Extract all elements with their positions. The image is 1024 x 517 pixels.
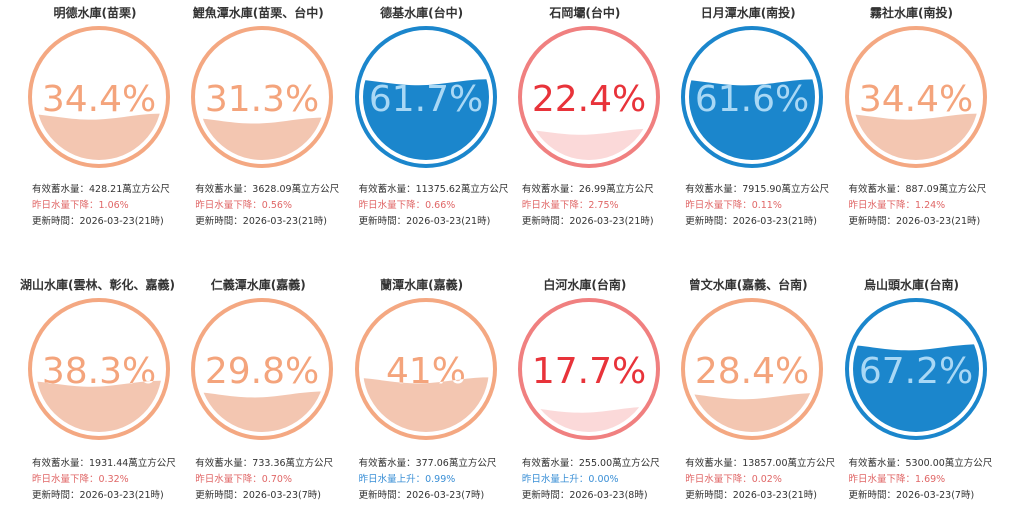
reservoir-info: 有效蓄水量：887.09萬立方公尺 昨日水量下降：1.24% 更新時間：2026-0…: [849, 182, 999, 230]
update-time: 更新時間：2026-03-23(21時): [685, 490, 817, 501]
reservoir-name: 白河水庫(台南): [543, 278, 627, 292]
percent-label: 28.4%: [695, 351, 809, 392]
update-time: 更新時間：2026-03-23(21時): [32, 216, 164, 227]
percent-label: 17.7%: [532, 351, 646, 392]
storage-volume: 有效蓄水量：428.21萬立方公尺: [32, 184, 170, 195]
reservoir-name: 仁義潭水庫(嘉義): [210, 278, 306, 292]
storage-volume: 有效蓄水量：7915.90萬立方公尺: [685, 184, 829, 195]
update-time: 更新時間：2026-03-23(7時): [358, 490, 485, 501]
percent-label: 34.4%: [42, 79, 156, 120]
reservoir-name: 蘭潭水庫(嘉義): [380, 278, 464, 292]
storage-volume: 有效蓄水量：11375.62萬立方公尺: [358, 184, 509, 195]
water-level-gauge: 34.4%34.4%: [844, 26, 987, 168]
storage-volume: 有效蓄水量：377.06萬立方公尺: [358, 458, 497, 469]
reservoir-name: 烏山頭水庫(台南): [864, 278, 959, 292]
storage-volume: 有效蓄水量：3628.09萬立方公尺: [195, 184, 340, 195]
reservoir-name: 明德水庫(苗栗): [53, 6, 137, 20]
reservoir-grid: 明德水庫(苗栗)34.4%34.4%有效蓄水量：428.21萬立方公尺昨日水量下…: [20, 0, 1000, 517]
update-time: 更新時間：2026-03-23(21時): [848, 216, 981, 227]
storage-volume: 有效蓄水量：887.09萬立方公尺: [848, 184, 987, 195]
water-level-gauge: 34.4%34.4%: [28, 26, 170, 168]
reservoir-name: 湖山水庫(雲林、彰化、嘉義): [20, 278, 175, 292]
reservoir-name: 日月潭水庫(南投): [700, 6, 796, 20]
reservoir-info: 有效蓄水量：5300.00萬立方公尺 昨日水量下降：1.69% 更新時間：2026-…: [849, 456, 999, 504]
daily-change: 昨日水量下降：0.70%: [195, 474, 292, 485]
daily-change: 昨日水量下降：1.69%: [848, 474, 946, 485]
reservoir-info: 有效蓄水量：733.36萬立方公尺 昨日水量下降：0.70% 更新時間：2026-0…: [195, 456, 345, 504]
percent-label: 22.4%: [532, 79, 646, 120]
update-time: 更新時間：2026-03-23(8時): [521, 490, 648, 501]
update-time: 更新時間：2026-03-23(7時): [195, 490, 321, 501]
storage-volume: 有效蓄水量：255.00萬立方公尺: [521, 458, 660, 469]
daily-change: 昨日水量下降：0.56%: [195, 200, 292, 211]
reservoir-info: 有效蓄水量：26.99萬立方公尺 昨日水量下降：2.75% 更新時間：2026-03…: [522, 182, 672, 230]
reservoir-name: 霧社水庫(南投): [870, 6, 953, 20]
water-level-gauge: 31.3%31.3%: [191, 26, 334, 168]
reservoir-info: 有效蓄水量：11375.62萬立方公尺 昨日水量下降：0.66% 更新時間：2026…: [359, 182, 509, 230]
percent-label-overlay: 61.6%: [695, 79, 809, 120]
water-level-gauge: 17.7%17.7%: [517, 298, 660, 440]
storage-volume: 有效蓄水量：733.36萬立方公尺: [195, 458, 334, 469]
water-level-gauge: 22.4%22.4%: [517, 26, 660, 168]
percent-label-overlay: 67.2%: [858, 351, 972, 392]
daily-change: 昨日水量下降：1.24%: [848, 200, 946, 211]
percent-label-overlay: 61.7%: [368, 79, 482, 120]
reservoir-info: 有效蓄水量：7915.90萬立方公尺 昨日水量下降：0.11% 更新時間：2026-…: [685, 182, 835, 230]
storage-volume: 有效蓄水量：5300.00萬立方公尺: [848, 458, 993, 469]
percent-label: 29.8%: [205, 351, 319, 392]
reservoir-info: 有效蓄水量：428.21萬立方公尺 昨日水量下降：1.06% 更新時間：2026-0…: [32, 182, 182, 230]
update-time: 更新時間：2026-03-23(7時): [848, 490, 975, 501]
reservoir-info: 有效蓄水量：255.00萬立方公尺 昨日水量上升：0.00% 更新時間：2026-0…: [522, 456, 672, 504]
daily-change: 昨日水量下降：1.06%: [32, 200, 129, 211]
reservoir-name: 曾文水庫(嘉義、台南): [688, 278, 808, 292]
reservoir-name: 德基水庫(台中): [380, 6, 464, 20]
daily-change: 昨日水量下降：0.02%: [685, 474, 782, 485]
update-time: 更新時間：2026-03-23(21時): [32, 490, 164, 501]
water-level-gauge: 29.8%29.8%: [191, 298, 334, 440]
daily-change: 昨日水量上升：0.00%: [521, 474, 619, 485]
update-time: 更新時間：2026-03-23(21時): [685, 216, 817, 227]
storage-volume: 有效蓄水量：26.99萬立方公尺: [521, 184, 654, 195]
update-time: 更新時間：2026-03-23(21時): [521, 216, 654, 227]
daily-change: 昨日水量下降：0.11%: [685, 200, 782, 211]
water-fill: [852, 344, 979, 432]
water-level-gauge: 67.2%67.2%: [844, 298, 987, 440]
water-fill: [362, 79, 489, 160]
water-level-gauge: 41%41%: [354, 298, 497, 440]
update-time: 更新時間：2026-03-23(21時): [358, 216, 491, 227]
percent-label: 34.4%: [858, 79, 972, 120]
reservoir-info: 有效蓄水量：1931.44萬立方公尺 昨日水量下降：0.32% 更新時間：2026-…: [32, 456, 182, 504]
daily-change: 昨日水量下降：0.66%: [358, 200, 456, 211]
reservoir-info: 有效蓄水量：377.06萬立方公尺 昨日水量上升：0.99% 更新時間：2026-0…: [359, 456, 509, 504]
water-level-gauge: 61.6%61.6%: [681, 26, 824, 168]
storage-volume: 有效蓄水量：1931.44萬立方公尺: [32, 458, 176, 469]
gauge-ring: [517, 298, 660, 440]
update-time: 更新時間：2026-03-23(21時): [195, 216, 328, 227]
reservoir-info: 有效蓄水量：13857.00萬立方公尺 昨日水量下降：0.02% 更新時間：2026…: [685, 456, 835, 504]
reservoir-name: 鯉魚潭水庫(苗栗、台中): [192, 6, 324, 20]
daily-change: 昨日水量上升：0.99%: [358, 474, 456, 485]
percent-label: 31.3%: [205, 79, 319, 120]
storage-volume: 有效蓄水量：13857.00萬立方公尺: [685, 458, 836, 469]
water-level-gauge: 28.4%28.4%: [681, 298, 824, 440]
water-level-gauge: 61.7%61.7%: [354, 26, 497, 168]
water-level-gauge: 38.3%38.3%: [28, 298, 170, 440]
reservoir-name: 石岡壩(台中): [549, 6, 621, 20]
water-fill: [689, 79, 816, 160]
daily-change: 昨日水量下降：2.75%: [521, 200, 619, 211]
daily-change: 昨日水量下降：0.32%: [32, 474, 129, 485]
reservoir-info: 有效蓄水量：3628.09萬立方公尺 昨日水量下降：0.56% 更新時間：2026-…: [195, 182, 345, 230]
